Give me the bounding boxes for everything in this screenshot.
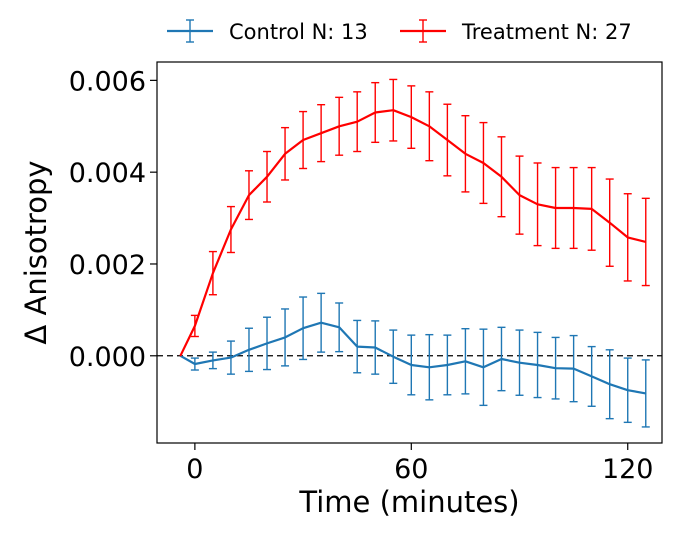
data-point	[194, 325, 196, 327]
data-point	[464, 153, 467, 155]
data-point	[573, 207, 575, 209]
legend-label: Control N: 13	[229, 20, 368, 44]
data-point	[554, 367, 557, 369]
x-tick-label: 60	[394, 454, 428, 485]
x-tick-label: 120	[602, 454, 654, 485]
x-tick-label: 0	[186, 454, 203, 485]
series-line	[179, 109, 647, 357]
data-point	[374, 346, 376, 349]
data-point	[482, 162, 485, 164]
data-point	[627, 236, 629, 238]
data-point	[338, 326, 340, 328]
data-point	[573, 368, 575, 370]
x-axis: 0 60 120	[186, 443, 654, 485]
data-point	[627, 389, 629, 391]
data-point	[374, 111, 376, 114]
data-point	[248, 349, 250, 351]
data-point	[446, 139, 448, 141]
data-point	[266, 342, 268, 344]
data-point	[212, 359, 214, 361]
data-point	[645, 392, 647, 395]
y-tick-label: 0.004	[69, 158, 146, 189]
data-point	[446, 364, 448, 366]
data-point	[320, 322, 322, 324]
series-treatment	[179, 78, 650, 357]
series-layer	[179, 78, 650, 428]
plot-area	[156, 61, 663, 444]
y-axis-label: Δ Anisotropy	[19, 160, 53, 344]
data-point	[248, 194, 250, 196]
plot-frame	[156, 61, 663, 444]
data-point	[338, 125, 340, 127]
y-tick-label: 0.000	[69, 342, 146, 373]
x-axis-label: Time (minutes)	[298, 485, 519, 519]
data-point	[609, 383, 611, 385]
data-point	[179, 355, 182, 357]
legend-entry: Treatment N: 27	[400, 19, 632, 44]
y-tick-label: 0.006	[69, 66, 146, 97]
series-line	[179, 321, 646, 395]
data-point	[500, 358, 503, 360]
data-point	[645, 241, 647, 243]
data-point	[518, 194, 521, 196]
data-point	[302, 139, 304, 141]
data-point	[194, 363, 196, 365]
data-point	[609, 222, 611, 224]
data-point	[482, 366, 485, 368]
data-point	[320, 132, 322, 134]
data-point	[536, 203, 539, 205]
data-point	[392, 356, 394, 358]
data-point	[356, 346, 358, 348]
data-point	[410, 364, 412, 366]
data-point	[230, 357, 232, 359]
data-point	[518, 362, 521, 364]
data-point	[554, 207, 557, 209]
y-tick-label: 0.002	[69, 250, 146, 281]
data-point	[410, 116, 412, 118]
y-axis: 0.000 0.002 0.004 0.006	[69, 66, 157, 373]
data-point	[302, 327, 304, 329]
data-point	[356, 121, 358, 123]
legend-entry: Control N: 13	[167, 19, 368, 44]
data-point	[500, 176, 503, 178]
data-point	[428, 366, 430, 368]
data-point	[591, 375, 593, 378]
data-point	[266, 176, 268, 178]
data-point	[536, 364, 539, 366]
data-point	[212, 272, 214, 274]
data-point	[230, 228, 232, 231]
data-point	[284, 336, 286, 339]
legend: Control N: 13 Treatment N: 27	[167, 19, 632, 44]
data-point	[428, 125, 430, 127]
data-point	[464, 360, 467, 362]
data-point	[392, 109, 394, 111]
legend-label: Treatment N: 27	[461, 20, 632, 44]
data-point	[284, 153, 286, 155]
series-control	[179, 292, 650, 428]
data-point	[591, 208, 593, 210]
